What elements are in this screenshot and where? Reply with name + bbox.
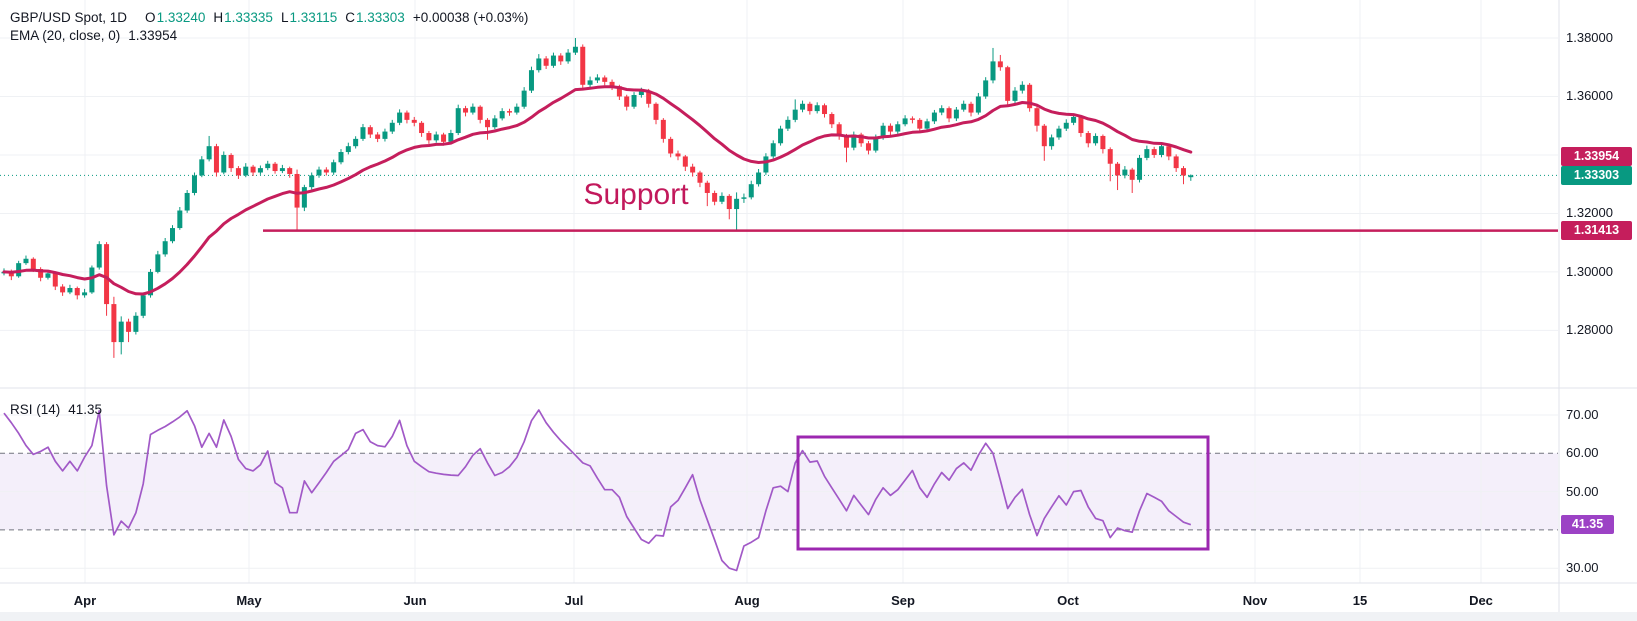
ema-label: EMA (20, close, 0) [10, 28, 121, 43]
ema-legend[interactable]: EMA (20, close, 0) 1.33954 [10, 28, 177, 44]
open-value: 1.33240 [156, 10, 206, 25]
support-annotation[interactable]: Support [583, 178, 689, 211]
ema-line [2, 85, 1193, 296]
rsi-label: RSI (14) [10, 402, 61, 417]
bottom-strip [0, 612, 1637, 621]
close-label: C [345, 10, 356, 25]
gridlines [0, 0, 1558, 583]
symbol-legend[interactable]: GBP/USD Spot, 1D O1.33240 H1.33335 L1.33115… [10, 10, 528, 26]
low-value: 1.33115 [289, 10, 338, 25]
highlight-rectangle[interactable] [796, 435, 1210, 551]
close-value: 1.33303 [356, 10, 405, 25]
ema-value: 1.33954 [128, 28, 178, 43]
open-label: O [145, 10, 156, 25]
rsi-value: 41.35 [68, 402, 103, 417]
candlestick-series [1, 38, 1194, 358]
rsi-line [3, 409, 1192, 572]
rsi-legend[interactable]: RSI (14) 41.35 [10, 402, 102, 418]
high-label: H [213, 10, 224, 25]
change-value: +0.00038 (+0.03%) [412, 10, 529, 25]
high-value: 1.33335 [224, 10, 273, 25]
low-label: L [280, 10, 289, 25]
symbol-title: GBP/USD Spot, 1D [10, 10, 128, 25]
